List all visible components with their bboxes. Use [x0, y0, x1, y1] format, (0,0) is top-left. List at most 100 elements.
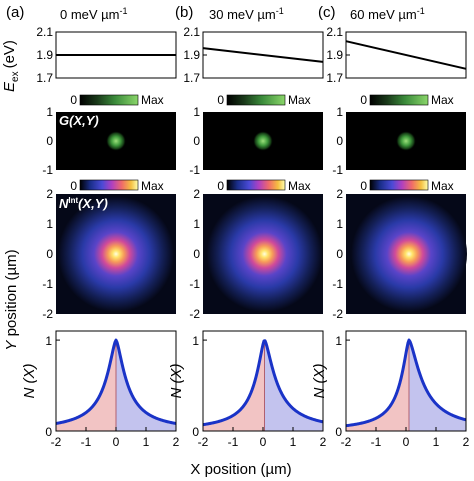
- profile-panel-0: 10-2 -1 0 1 2N (X): [21, 330, 180, 449]
- g-tick-label: 0: [46, 134, 53, 148]
- energy-panel-0: 2.1 1.9 1.7: [36, 25, 177, 85]
- profile-curve: [202, 339, 324, 427]
- profile-y-tick-label: 0: [335, 425, 342, 439]
- g-tick-label: -1: [332, 163, 343, 177]
- n-tick-label: -1: [42, 277, 53, 291]
- profile-x-tick-label: -2: [341, 435, 352, 449]
- n-panel-2: 0 Max 2 1 0 -1 -2: [332, 179, 467, 321]
- g-spot: [106, 131, 126, 151]
- n-tick-label: 0: [336, 247, 343, 261]
- profile-x-tick-label: 0: [260, 435, 267, 449]
- g-map-panels: 0 Max 1 0 -1 G(X,Y) 0 Max 1 0 -1 0 Max 1 0 -1: [42, 93, 466, 177]
- g-panel-1: 0 Max 1 0 -1: [189, 93, 323, 177]
- g-map-label: G(X,Y): [59, 113, 99, 128]
- colorbar-min-label: 0: [217, 93, 224, 107]
- col-a-letter: (a): [6, 4, 24, 21]
- y-position-label: Y position (µm): [3, 249, 20, 350]
- energy-line: [345, 40, 467, 70]
- colorbar-min-label: 0: [217, 179, 224, 193]
- g-tick-label: -1: [42, 163, 53, 177]
- energy-tick-label: 1.7: [183, 71, 200, 85]
- profile-y-tick-label: 0: [192, 425, 199, 439]
- energy-tick-label: 1.9: [183, 48, 200, 62]
- col-c-title: 60 meV µm-1: [350, 6, 425, 22]
- n-tick-label: 0: [46, 247, 53, 261]
- profile-y-tick-label: 1: [45, 334, 52, 348]
- profile-panel-2: 10-2 -1 0 1 2N (X): [311, 330, 470, 449]
- g-tick-label: 1: [46, 105, 53, 119]
- profile-left-fill: [346, 340, 409, 431]
- profile-x-tick-label: 0: [403, 435, 410, 449]
- energy-tick-label: 1.9: [326, 48, 343, 62]
- n-tick-label: 1: [336, 217, 343, 231]
- g-tick-label: 1: [193, 105, 200, 119]
- g-colorbar: [369, 94, 429, 106]
- n-map-panels: 0 Max 2 1 0 -1 -2 NInt(X,Y) 0 Max 2 1 0 -1 -2 0 Max 2 1 0 -1…: [42, 179, 467, 321]
- n-tick-label: -1: [189, 277, 200, 291]
- n-panel-0: 0 Max 2 1 0 -1 -2 NInt(X,Y): [42, 179, 176, 321]
- g-tick-label: 0: [193, 134, 200, 148]
- colorbar-max-label: Max: [288, 93, 311, 107]
- profile-curve: [55, 338, 177, 425]
- n-tick-label: 2: [46, 187, 53, 201]
- n-spot: [206, 196, 323, 312]
- col-b-title: 30 meV µm-1: [209, 6, 284, 22]
- profile-x-tick-label: 0: [113, 435, 120, 449]
- profile-x-tick-label: 2: [320, 435, 327, 449]
- colorbar-max-label: Max: [141, 179, 164, 193]
- n-panel-1: 0 Max 2 1 0 -1 -2: [189, 179, 323, 321]
- profile-x-tick-label: 1: [290, 435, 297, 449]
- colorbar-max-label: Max: [431, 179, 454, 193]
- n-tick-label: -2: [42, 307, 53, 321]
- energy-tick-label: 1.9: [36, 48, 53, 62]
- energy-panel-2: 2.1 1.9 1.7: [326, 25, 467, 85]
- colorbar-min-label: 0: [360, 93, 367, 107]
- profile-x-tick-label: 1: [143, 435, 150, 449]
- profile-x-tick-label: 2: [463, 435, 470, 449]
- n-colorbar: [226, 179, 286, 191]
- g-panel-0: 0 Max 1 0 -1 G(X,Y): [42, 93, 176, 177]
- n-colorbar: [79, 179, 139, 191]
- col-a-title: 0 meV µm-1: [60, 6, 128, 22]
- g-colorbar: [79, 94, 139, 106]
- col-c-letter: (c): [318, 4, 336, 21]
- profile-y-tick-label: 1: [192, 334, 199, 348]
- n-tick-label: 1: [46, 217, 53, 231]
- profile-panels: 10-2 -1 0 1 2N (X)10-2 -1 0 1 2N (X)10-2 -1 0 1 2N (…: [21, 330, 470, 449]
- energy-line: [202, 47, 324, 63]
- n-map-label: NInt(X,Y): [59, 196, 108, 211]
- colorbar-max-label: Max: [431, 93, 454, 107]
- profile-right-fill: [116, 340, 176, 431]
- eex-axis-label: Eex(eV): [1, 40, 21, 92]
- profile-x-tick-label: -1: [228, 435, 239, 449]
- profile-curve: [345, 338, 467, 428]
- profile-y-axis-label: N (X): [21, 364, 38, 399]
- n-tick-label: 2: [336, 187, 343, 201]
- g-tick-label: -1: [189, 163, 200, 177]
- profile-right-fill: [409, 340, 466, 431]
- n-tick-label: 0: [193, 247, 200, 261]
- profile-left-fill: [56, 340, 116, 431]
- colorbar-min-label: 0: [70, 93, 77, 107]
- n-tick-label: 1: [193, 217, 200, 231]
- profile-right-fill: [264, 340, 323, 431]
- profile-x-tick-label: -1: [81, 435, 92, 449]
- energy-panels: 2.1 1.9 1.7 2.1 1.9 1.7 2.1 1.9 1.7: [36, 25, 467, 85]
- energy-tick-label: 1.7: [326, 71, 343, 85]
- g-tick-label: 1: [336, 105, 343, 119]
- energy-tick-label: 2.1: [326, 25, 343, 39]
- profile-x-tick-label: 2: [173, 435, 180, 449]
- profile-x-tick-label: -2: [198, 435, 209, 449]
- g-panel-2: 0 Max 1 0 -1: [332, 93, 466, 177]
- colorbar-max-label: Max: [141, 93, 164, 107]
- g-spot: [396, 131, 416, 151]
- g-tick-label: 0: [336, 134, 343, 148]
- energy-tick-label: 2.1: [183, 25, 200, 39]
- profile-left-fill: [203, 340, 265, 431]
- energy-tick-label: 1.7: [36, 71, 53, 85]
- colorbar-max-label: Max: [288, 179, 311, 193]
- colorbar-min-label: 0: [70, 179, 77, 193]
- n-tick-label: -2: [189, 307, 200, 321]
- profile-y-axis-label: N (X): [168, 364, 185, 399]
